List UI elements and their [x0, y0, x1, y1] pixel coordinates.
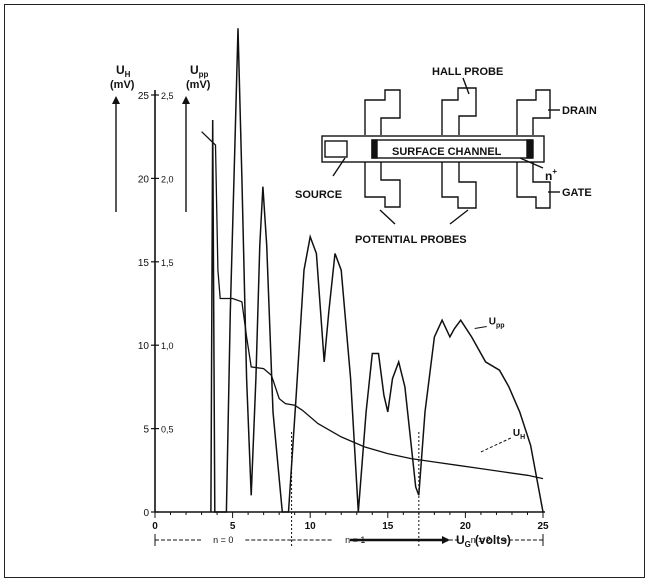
- x-tick-label: 10: [305, 521, 317, 532]
- potential-probe-pointer-right: [449, 209, 469, 225]
- hall-probe-label: HALL PROBE: [432, 66, 503, 78]
- device-inset-diagram: [321, 77, 560, 225]
- y-tick-label-upp: 0,5: [161, 425, 174, 435]
- y-tick-label-uh: 0: [143, 508, 149, 519]
- x-tick-label: 25: [537, 521, 549, 532]
- x-axis-label: UG (volts): [456, 533, 511, 549]
- curve-label: Upp: [489, 317, 505, 330]
- bottom-probe-middle: [441, 162, 477, 209]
- y-tick-label-uh: 25: [138, 91, 150, 102]
- bottom-probe-right: [516, 162, 551, 209]
- series-uh-line: [201, 131, 544, 480]
- bottom-probe-left: [364, 162, 401, 208]
- y-tick-label-uh: 20: [138, 174, 150, 185]
- hall-probe-pointer: [462, 77, 470, 95]
- surface-channel-label: SURFACE CHANNEL: [392, 146, 502, 158]
- x-tick-label: 0: [152, 521, 158, 532]
- top-probe-right: [516, 89, 551, 135]
- x-tick-label: 5: [230, 521, 236, 532]
- curve-label-leader: [480, 437, 512, 453]
- channel-left-edge: [371, 139, 378, 159]
- x-tick-label: 20: [460, 521, 472, 532]
- y-tick-label-upp: 2,0: [161, 174, 174, 184]
- source-pointer: [332, 157, 346, 177]
- top-probe-left: [364, 89, 401, 135]
- drain-label: DRAIN: [562, 105, 597, 117]
- top-probe-middle: [441, 87, 477, 135]
- surface-channel-outline: [321, 135, 545, 163]
- region-label: n = 2: [471, 535, 491, 545]
- curve-label: UH: [513, 428, 525, 441]
- x-tick-label: 15: [382, 521, 394, 532]
- y-tick-label-upp: 1,5: [161, 258, 174, 268]
- source-label: SOURCE: [295, 189, 342, 201]
- series-upp-line: [210, 28, 544, 513]
- x-ticks: 0 5 10 15 20 25: [152, 512, 549, 532]
- y-tick-label-upp: 2,5: [161, 91, 174, 101]
- figure-frame: [4, 4, 645, 578]
- inset-labels: HALL PROBE DRAIN SURFACE CHANNEL n+ SOUR…: [295, 66, 597, 246]
- source-contact: [324, 140, 348, 158]
- curve-label-leader: [474, 326, 487, 330]
- y-tick-label-uh: 10: [138, 341, 150, 352]
- y-ticks: 0 5 10 15 20 25 0,5 1,0 1,5 2,0 2,5: [138, 91, 174, 519]
- gate-label: GATE: [562, 187, 592, 199]
- y-axis-label-uh: UH: [116, 63, 131, 79]
- y-tick-label-uh: 5: [143, 425, 149, 436]
- y-tick-label-uh: 15: [138, 258, 150, 269]
- y-axis-label-upp: Upp: [190, 63, 209, 79]
- y-tick-label-upp: 1,0: [161, 341, 174, 351]
- potential-probe-pointer-left: [379, 209, 396, 225]
- curve-labels: Upp UH: [474, 317, 525, 453]
- n-plus-pointer: [519, 157, 544, 169]
- y-axis-unit-upp: (mV): [186, 79, 211, 91]
- y-axis-unit-uh: (mV): [110, 79, 135, 91]
- region-label: n = 0: [213, 535, 233, 545]
- channel-right-edge: [526, 139, 534, 159]
- n-plus-label: n+: [545, 167, 557, 183]
- potential-probes-label: POTENTIAL PROBES: [355, 234, 467, 246]
